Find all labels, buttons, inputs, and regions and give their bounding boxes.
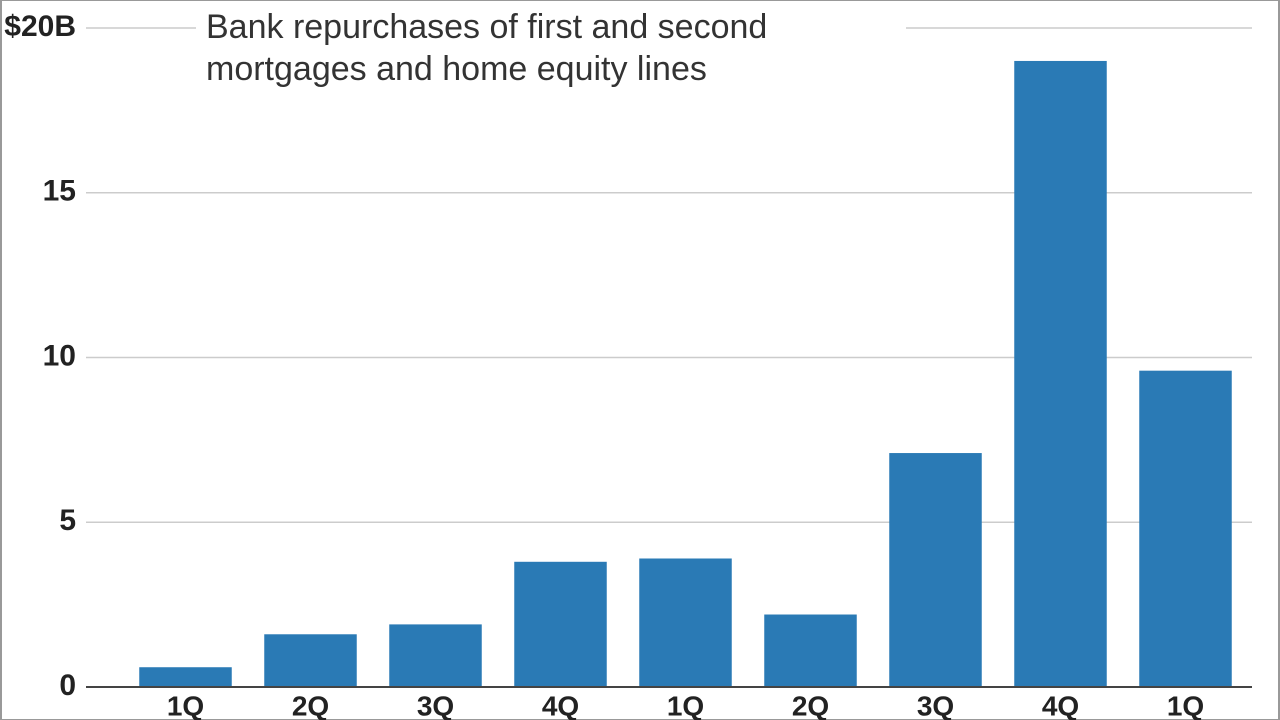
y-tick-label: $20B (4, 10, 76, 43)
bar (389, 624, 482, 687)
bar (264, 634, 357, 687)
x-tick-label: 3Q (417, 690, 454, 720)
x-tick-label: 2Q (292, 690, 329, 720)
x-tick-label: 4Q (542, 690, 579, 720)
bar (139, 667, 232, 687)
bar (889, 453, 982, 687)
y-tick-label: 15 (43, 175, 76, 208)
bar (764, 614, 857, 687)
bar (639, 558, 732, 687)
bar (1139, 370, 1232, 687)
y-tick-label: 10 (43, 339, 76, 372)
chart-title: Bank repurchases of first and second mor… (196, 6, 906, 90)
x-tick-label: 2Q (792, 690, 829, 720)
y-tick-label: 5 (59, 504, 76, 537)
x-tick-label: 3Q (917, 690, 954, 720)
x-tick-label: 1Q (167, 690, 204, 720)
bar (1014, 60, 1107, 687)
x-tick-label: 1Q (1167, 690, 1204, 720)
x-tick-label: 4Q (1042, 690, 1079, 720)
x-tick-label: 1Q (667, 690, 704, 720)
y-tick-label: 0 (59, 669, 76, 702)
bar (514, 561, 607, 687)
